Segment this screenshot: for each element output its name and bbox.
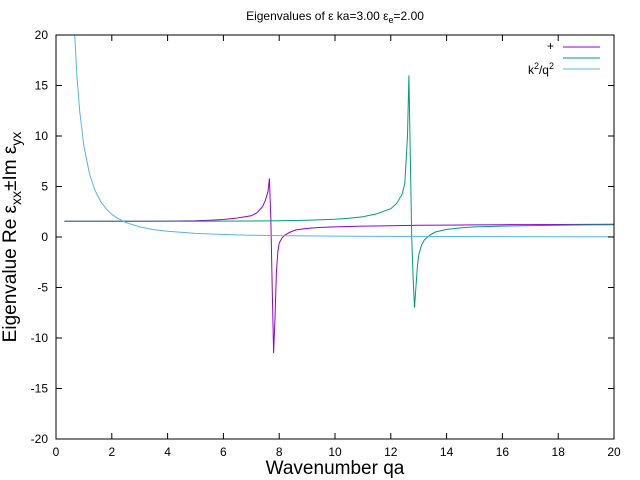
y-tick-label: -15: [31, 382, 49, 396]
y-tick-label: 5: [41, 180, 48, 194]
legend-label-k2q2: k2/q2: [528, 61, 554, 77]
chart-title: Eigenvalues of ε ka=3.00 εe=2.00: [246, 9, 424, 25]
series-minus-line: [64, 75, 615, 308]
chart-title-sub: e: [389, 15, 394, 25]
y-tick-label: 0: [41, 230, 48, 244]
x-tick-label: 6: [220, 445, 227, 459]
y-tick-label: 20: [35, 28, 49, 42]
x-tick-label: 20: [607, 445, 621, 459]
x-tick-label: 8: [276, 445, 283, 459]
x-tick-label: 18: [552, 445, 566, 459]
x-tick-label: 2: [108, 445, 115, 459]
x-tick-label: 10: [328, 445, 342, 459]
x-tick-label: 0: [53, 445, 60, 459]
x-tick-label: 12: [384, 445, 398, 459]
legend-q-mid: /q: [539, 63, 549, 77]
y-tick-label: 15: [35, 79, 49, 93]
y-axis-label-a: Eigenvalue Re ε: [0, 204, 21, 342]
legend: + k2/q2: [528, 39, 600, 77]
series-k2q2-line: [74, 34, 615, 238]
plot-area: [64, 34, 615, 354]
legend-q-sup: 2: [549, 61, 554, 71]
series-plus-line: [64, 178, 615, 354]
y-axis-label-b: xx: [8, 191, 24, 205]
x-tick-label: 4: [164, 445, 171, 459]
chart-title-main: Eigenvalues of ε ka=3.00 ε: [246, 9, 389, 23]
x-axis-label: Wavenumber qa: [266, 458, 405, 479]
y-axis-label: Eigenvalue Re εxx±Im εyx: [0, 132, 24, 343]
y-axis-label-c: ±Im ε: [0, 145, 21, 191]
legend-k-sup: 2: [534, 61, 539, 71]
x-tick-label: 14: [440, 445, 454, 459]
y-axis-label-d: yx: [8, 132, 24, 146]
y-tick-label: -5: [37, 281, 48, 295]
x-tick-label: 16: [496, 445, 510, 459]
y-axis-ticks: -20 -15 -10 -5 0 5 10 15 20: [31, 28, 614, 446]
legend-k-base: k: [528, 63, 535, 77]
y-tick-label: -10: [31, 331, 49, 345]
legend-label-plus: +: [547, 39, 554, 53]
chart-title-tail: =2.00: [394, 9, 425, 23]
y-tick-label: -20: [31, 432, 49, 446]
y-tick-label: 10: [35, 129, 49, 143]
x-axis-ticks: 0 2 4 6 8 10 12 14 16 18 20: [53, 35, 621, 459]
